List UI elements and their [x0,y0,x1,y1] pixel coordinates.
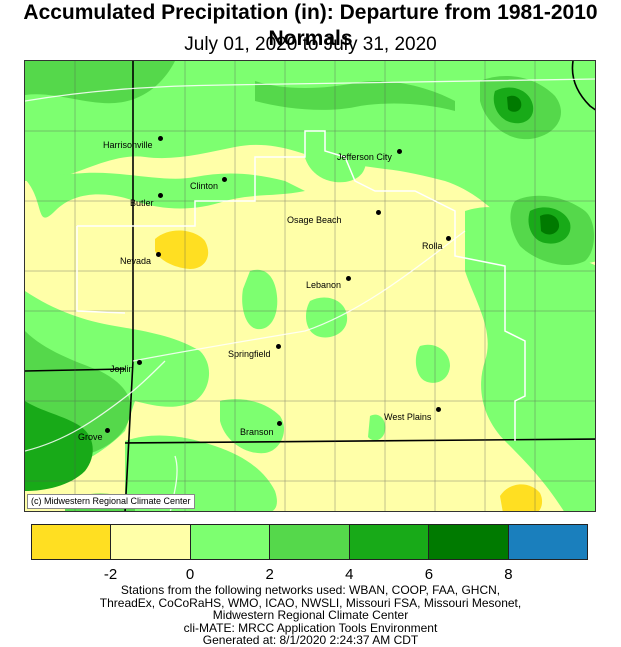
city-label-osage-beach: Osage Beach [287,215,342,225]
legend-swatch [429,525,509,559]
city-dot-joplin [137,360,142,365]
legend-swatch [111,525,191,559]
legend-swatch [270,525,350,559]
footer-line: ThreadEx, CoCoRaHS, WMO, ICAO, NWSLI, Mi… [99,595,522,610]
legend-ticks: -2 0 2 4 6 8 [31,566,588,584]
city-label-butler: Butler [130,198,154,208]
city-label-grove: Grove [78,432,103,442]
city-dot-lebanon [346,276,351,281]
city-label-lebanon: Lebanon [306,280,342,290]
legend-tick: 4 [345,566,354,583]
city-dot-clinton [222,177,227,182]
city-dot-osage-beach [376,210,381,215]
legend-swatch [508,525,587,559]
legend-swatch [190,525,271,559]
city-dot-rolla [446,236,451,241]
legend-tick: 0 [185,566,195,583]
city-dot-grove [105,428,110,433]
city-dot-butler [158,193,163,198]
city-dot-west-plains [436,407,441,412]
legend-tick: 2 [265,566,274,583]
footer-notes: Stations from the following networks use… [0,584,621,647]
footer-line: cli-MATE: MRCC Application Tools Environ… [183,620,438,635]
precipitation-map: Harrisonville Jefferson City Clinton But… [24,60,596,512]
map-title: Accumulated Precipitation (in): Departur… [23,1,598,50]
city-label-jefferson-city: Jefferson City [337,152,392,162]
map-subtitle: July 01, 2020 to July 31, 2020 [184,34,437,55]
footer-line: Generated at: 8/1/2020 2:24:37 AM CDT [202,633,419,647]
legend-tick: 6 [424,566,434,583]
footer-line: Stations from the following networks use… [120,583,501,597]
city-label-clinton: Clinton [190,181,219,191]
city-label-rolla: Rolla [422,241,443,251]
city-dot-nevada [156,252,161,257]
legend-tick: -2 [103,566,118,583]
city-dot-harrisonville [158,136,163,141]
city-label-harrisonville: Harrisonville [103,140,153,150]
city-label-branson: Branson [240,427,274,437]
city-label-springfield: Springfield [228,349,271,359]
color-legend [31,524,588,560]
credit-label: (c) Midwestern Regional Climate Center [27,494,195,509]
city-dot-springfield [276,344,281,349]
city-label-joplin: Joplin [110,364,134,374]
footer-line: Midwestern Regional Climate Center [212,608,409,622]
legend-swatch [349,525,430,559]
legend-swatch [32,525,112,559]
map-canvas [25,61,595,511]
legend-tick: 8 [504,566,513,583]
city-dot-branson [277,421,282,426]
city-label-nevada: Nevada [120,256,152,266]
city-label-west-plains: West Plains [384,412,432,422]
city-dot-jefferson-city [397,149,402,154]
